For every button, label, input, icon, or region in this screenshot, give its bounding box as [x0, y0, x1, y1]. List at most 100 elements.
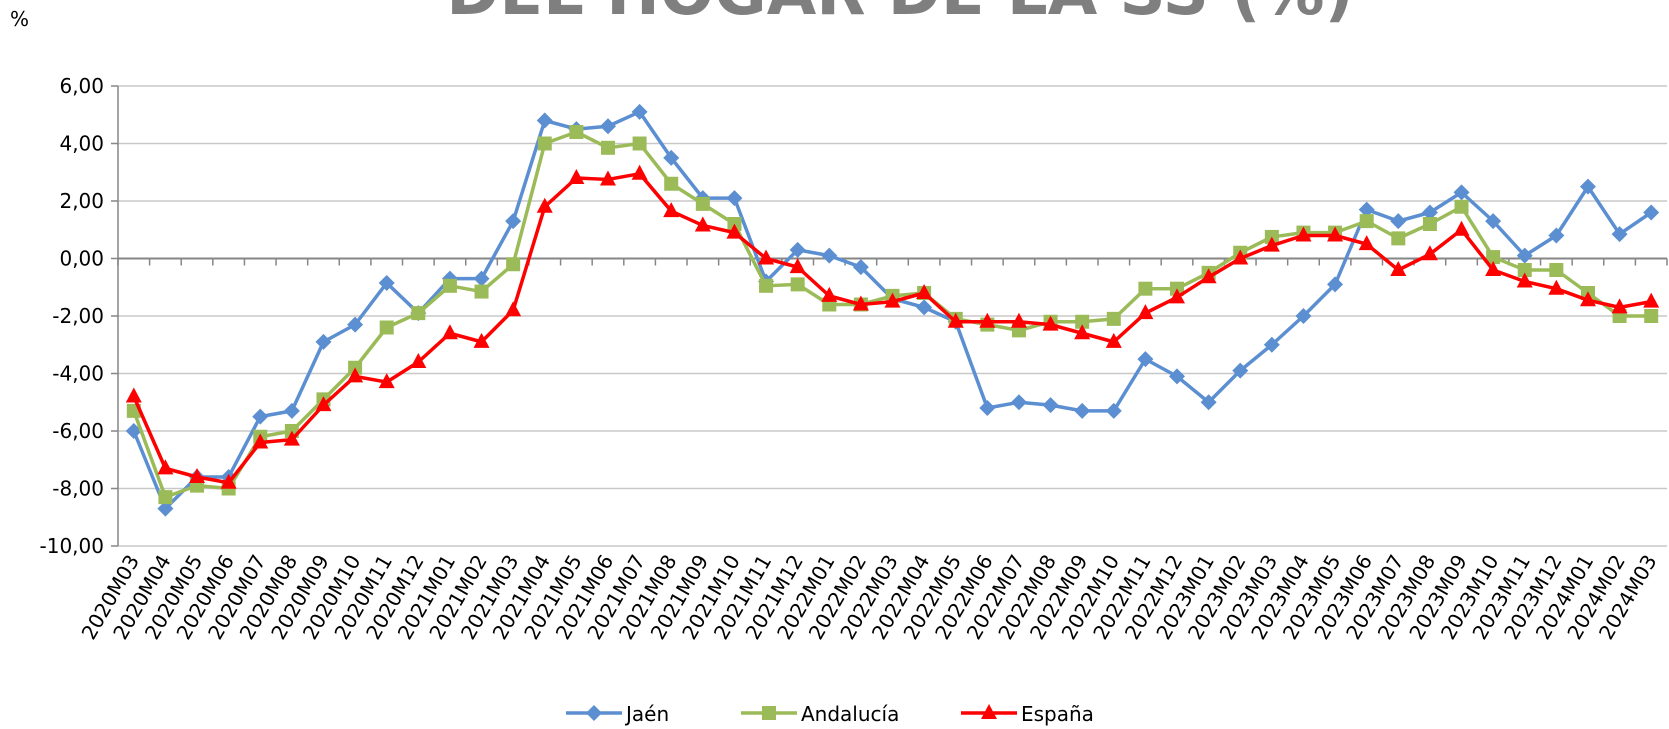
marker: [1106, 311, 1121, 326]
marker: [473, 270, 490, 287]
marker: [1232, 362, 1249, 379]
marker: [1643, 204, 1660, 221]
marker: [1137, 304, 1154, 320]
marker: [378, 373, 395, 389]
marker: [1200, 268, 1217, 284]
legend-label: Andalucía: [801, 702, 899, 726]
marker: [1421, 245, 1438, 261]
y-tick-label: -10,00: [40, 534, 104, 558]
marker: [411, 306, 426, 321]
marker: [1200, 394, 1217, 411]
marker: [1422, 217, 1437, 231]
marker: [125, 387, 142, 403]
marker: [1010, 312, 1027, 328]
marker: [315, 333, 332, 350]
marker: [252, 433, 269, 449]
y-tick-label: -2,00: [52, 304, 104, 328]
marker: [537, 136, 552, 151]
y-tick-label: 6,00: [59, 74, 104, 98]
marker: [1549, 263, 1564, 277]
marker: [821, 247, 838, 264]
y-tick-label: 0,00: [59, 247, 104, 271]
marker: [790, 277, 805, 292]
marker: [1042, 397, 1059, 414]
marker: [1263, 236, 1280, 252]
marker: [315, 396, 332, 412]
marker: [1485, 213, 1502, 230]
series: [126, 125, 1659, 505]
marker: [632, 136, 647, 151]
marker: [1010, 394, 1027, 411]
marker: [664, 176, 679, 191]
marker: [1138, 281, 1153, 296]
marker: [1453, 220, 1470, 236]
y-tick-label: -6,00: [52, 419, 104, 443]
marker: [916, 299, 933, 316]
marker: [1232, 249, 1249, 265]
marker: [569, 125, 584, 139]
marker: [821, 286, 838, 302]
marker: [125, 423, 142, 439]
marker: [695, 196, 710, 211]
marker: [600, 140, 615, 155]
marker: [1643, 292, 1660, 308]
marker: [441, 324, 458, 340]
marker: [506, 257, 521, 272]
marker: [379, 320, 394, 335]
marker: [663, 202, 680, 218]
marker: [1105, 332, 1122, 348]
marker: [1327, 226, 1344, 242]
marker: [1137, 351, 1154, 368]
marker: [283, 402, 300, 419]
marker: [536, 197, 553, 213]
marker: [631, 164, 648, 180]
marker: [1517, 263, 1532, 277]
marker: [663, 149, 680, 166]
marker: [1169, 288, 1186, 304]
legend-label: España: [1021, 702, 1094, 726]
marker: [852, 259, 869, 276]
marker: [1390, 213, 1407, 230]
marker: [1453, 184, 1470, 201]
marker: [410, 353, 427, 368]
marker: [631, 103, 648, 120]
marker: [252, 408, 269, 425]
marker: [1579, 178, 1596, 195]
marker: [758, 249, 775, 265]
marker: [1644, 309, 1659, 323]
marker: [220, 473, 237, 489]
series: [125, 164, 1660, 489]
y-tick-label: 2,00: [59, 189, 104, 213]
marker: [378, 274, 395, 291]
marker: [189, 468, 206, 483]
marker: [694, 216, 711, 232]
marker: [442, 278, 457, 293]
legend-marker: [762, 706, 776, 720]
marker: [1075, 314, 1090, 329]
marker: [1295, 308, 1312, 324]
marker: [1390, 261, 1407, 276]
marker: [536, 112, 553, 129]
marker: [158, 490, 173, 505]
marker: [1579, 291, 1596, 307]
legend-marker: [981, 704, 997, 719]
y-tick-label: 4,00: [59, 132, 104, 156]
y-tick-label: -4,00: [52, 362, 104, 386]
marker: [473, 332, 490, 348]
marker: [1042, 315, 1059, 331]
marker: [1516, 247, 1533, 264]
marker: [1359, 214, 1374, 229]
marker: [916, 284, 933, 299]
marker: [347, 367, 364, 383]
marker: [1548, 279, 1565, 295]
marker: [1454, 199, 1469, 214]
marker: [1169, 368, 1186, 385]
marker: [1486, 250, 1501, 265]
marker: [1327, 276, 1344, 293]
marker: [283, 430, 300, 446]
marker: [1421, 204, 1438, 221]
marker: [1611, 226, 1628, 243]
marker: [1263, 336, 1280, 353]
